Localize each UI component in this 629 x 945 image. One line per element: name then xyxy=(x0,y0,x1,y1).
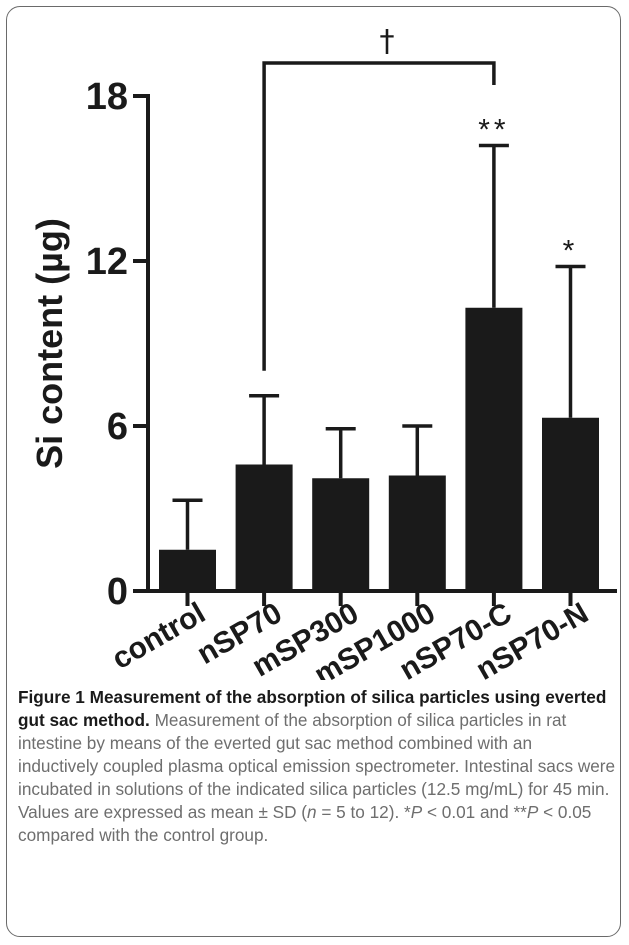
caption-p-symbol-1: P xyxy=(410,802,423,822)
bar-control xyxy=(159,549,216,591)
bar-nSP70-C xyxy=(465,307,523,591)
caption-p1: < 0.01 and ** xyxy=(422,802,527,822)
significance-label-nSP70-N: * xyxy=(563,235,579,268)
bar-mSP300 xyxy=(312,478,370,591)
y-axis-label: Si content (µg) xyxy=(29,218,70,469)
y-tick-label-18: 18 xyxy=(86,76,128,118)
bar-nSP70 xyxy=(235,464,293,591)
bar-mSP1000 xyxy=(388,475,446,591)
y-tick-label-0: 0 xyxy=(107,571,128,613)
bracket-label: † xyxy=(380,24,395,59)
caption-p-symbol-2: P xyxy=(526,802,539,822)
y-tick-label-12: 12 xyxy=(86,241,128,283)
caption-p2: < 0.05 compared with the control group. xyxy=(18,802,592,845)
significance-label-nSP70-C: ** xyxy=(478,114,509,147)
figure-caption: Figure 1 Measurement of the absorption o… xyxy=(18,686,616,847)
y-tick-label-6: 6 xyxy=(107,406,128,448)
caption-n-range: = 5 to 12). * xyxy=(316,802,411,822)
bar-nSP70-N xyxy=(542,417,599,591)
caption-title: Figure 1 Measurement of the absorption o… xyxy=(18,687,607,730)
caption-body: Measurement of the absorption of silica … xyxy=(18,710,616,822)
significance-bracket xyxy=(262,61,496,371)
caption-n-symbol: n xyxy=(307,802,317,822)
